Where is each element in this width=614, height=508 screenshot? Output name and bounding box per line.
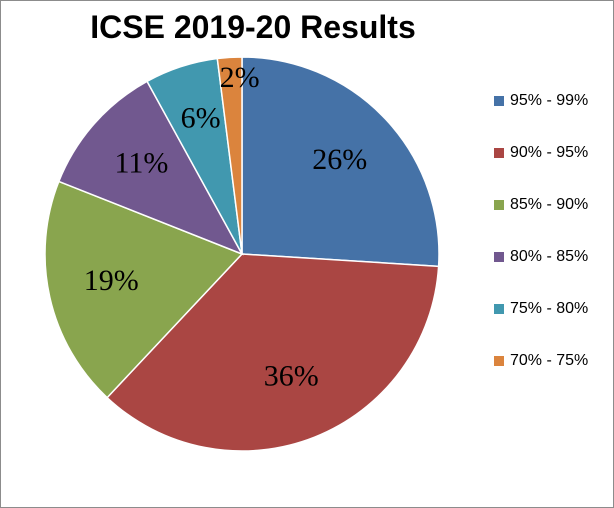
legend-swatch <box>494 304 504 314</box>
pie-slice-3 <box>44 180 244 399</box>
legend-swatch <box>494 252 504 262</box>
pie-slice-2 <box>106 253 440 452</box>
legend-label: 80% - 85% <box>510 248 589 265</box>
slice-label-3: 19% <box>84 264 139 297</box>
pie-slice-6 <box>216 56 243 255</box>
legend-item-4: 80% - 85% <box>494 247 588 267</box>
legend-swatch <box>494 148 504 158</box>
legend-swatch <box>494 200 504 210</box>
legend-item-5: 75% - 80% <box>494 299 588 319</box>
pie-slice-1 <box>241 56 440 268</box>
legend-swatch <box>494 356 504 366</box>
legend-label: 95% - 99% <box>510 92 589 109</box>
slice-label-1: 26% <box>312 143 367 176</box>
legend-item-2: 90% - 95% <box>494 143 588 163</box>
legend-item-3: 85% - 90% <box>494 195 588 215</box>
legend-swatch <box>494 96 504 106</box>
slice-label-5: 6% <box>181 101 221 134</box>
legend-item-6: 70% - 75% <box>494 351 588 371</box>
legend-label: 85% - 90% <box>510 196 589 213</box>
legend-label: 75% - 80% <box>510 300 589 317</box>
slice-label-6: 2% <box>220 61 260 94</box>
chart-title: ICSE 2019-20 Results <box>90 9 416 45</box>
legend-item-1: 95% - 99% <box>494 91 588 111</box>
legend-label: 70% - 75% <box>510 352 589 369</box>
slice-label-2: 36% <box>264 359 319 392</box>
pie-slice-4 <box>57 80 244 256</box>
legend-label: 90% - 95% <box>510 144 589 161</box>
slice-label-4: 11% <box>115 146 169 179</box>
